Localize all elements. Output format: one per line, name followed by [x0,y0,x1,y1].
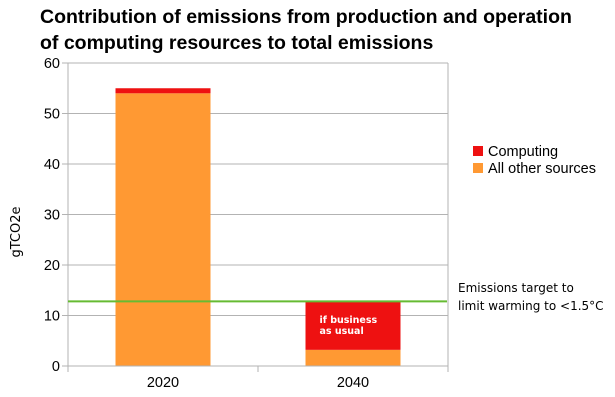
y-tick-label: 60 [44,56,60,72]
chart-title-line-1: Contribution of emissions from productio… [40,6,572,28]
bar-annotation-text: if business [320,315,378,326]
legend-label: All other sources [488,161,596,177]
legend-label: Computing [488,144,558,160]
axes [67,63,449,372]
y-axis-label: gTCO2e [9,206,24,257]
legend-swatch [473,163,483,173]
bar-2020-computing [115,88,211,94]
y-tick-label: 0 [52,359,60,375]
chart-title-line-2: of computing resources to total emission… [40,32,433,54]
y-tick-label: 10 [44,309,60,325]
y-tick-label: 40 [44,157,60,173]
target-line-label: Emissions target to [458,281,574,295]
bar-2040-computing [305,301,401,350]
bar-2040-all-other-sources [305,349,401,366]
bar-2020-all-other-sources [115,93,211,367]
y-tick-label: 20 [44,258,60,274]
bar-annotation-text: as usual [320,326,364,337]
x-tick-label: 2040 [337,375,369,391]
target-line-label: limit warming to <1.5°C [458,299,604,313]
target-line-group: Emissions target to limit warming to <1.5… [68,281,604,313]
y-tick-label: 30 [44,208,60,224]
x-tick-label: 2020 [147,375,179,391]
tick-labels: 0 10 20 30 40 50 60 2020 2040 [44,56,369,391]
y-tick-label: 50 [44,107,60,123]
legend-swatch [473,146,483,156]
chart-title: Contribution of emissions from productio… [40,6,572,54]
